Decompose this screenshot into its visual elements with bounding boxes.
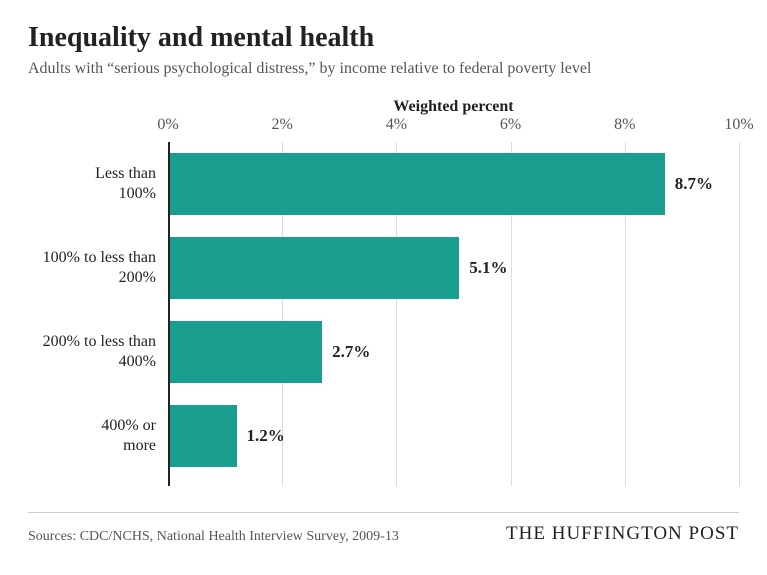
x-axis-ticks: 0%2%4%6%8%10% [168,116,739,142]
y-axis-labels: Less than100%100% to less than200%200% t… [28,142,168,486]
y-axis-label: Less than100% [28,142,168,226]
bar-value-label: 5.1% [469,258,507,278]
x-tick-label: 0% [157,116,178,134]
plot-area: 8.7% 5.1% 2.7% 1.2% [168,142,739,486]
brand-text: THE HUFFINGTON POST [506,523,739,545]
bar-row: 1.2% [168,405,739,467]
bar [168,153,665,215]
bar-value-label: 2.7% [332,342,370,362]
chart-subtitle: Adults with “serious psychological distr… [28,60,739,78]
y-axis-label: 400% ormore [28,394,168,478]
bar [168,405,237,467]
gridline [739,142,740,486]
bar-row: 8.7% [168,153,739,215]
bar-value-label: 1.2% [247,426,285,446]
x-tick-label: 6% [500,116,521,134]
bar [168,321,322,383]
bar-value-label: 8.7% [675,174,713,194]
y-axis-line [168,142,170,486]
sources-text: Sources: CDC/NCHS, National Health Inter… [28,529,399,545]
y-axis-label: 200% to less than400% [28,310,168,394]
footer-rule [28,512,739,513]
x-tick-label: 2% [272,116,293,134]
x-tick-label: 10% [724,116,753,134]
bar-row: 2.7% [168,321,739,383]
y-axis-label: 100% to less than200% [28,226,168,310]
x-tick-label: 8% [614,116,635,134]
bar-row: 5.1% [168,237,739,299]
chart: Weighted percent 0%2%4%6%8%10% Less than… [28,98,739,486]
x-tick-label: 4% [386,116,407,134]
x-axis-title: Weighted percent [168,98,739,116]
chart-title: Inequality and mental health [28,22,739,54]
bar [168,237,459,299]
